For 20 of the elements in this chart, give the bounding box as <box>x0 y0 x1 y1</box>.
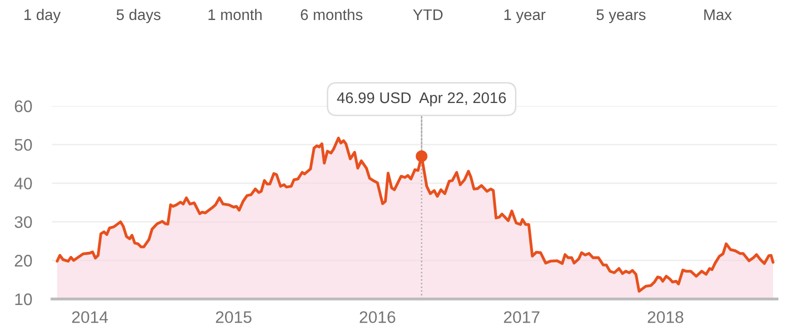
text: 6 months <box>300 8 362 20</box>
text: YTD <box>413 9 443 20</box>
annotation: 46.99 USD Apr 22, 2016 <box>337 92 506 106</box>
y-tick-label: 60 <box>14 100 32 112</box>
y-tick-label: 30 <box>14 216 32 228</box>
text: 5 days <box>116 8 160 24</box>
y-tick-label: 10 <box>15 293 32 306</box>
x-tick-label: 2016 <box>360 311 396 324</box>
x-tick-label: 2014 <box>72 311 108 324</box>
text: Max <box>704 9 732 20</box>
text: 1 year <box>504 9 546 24</box>
text: 5 years <box>596 9 646 24</box>
x-tick-label: 2015 <box>216 311 252 324</box>
y-tick-label: 50 <box>14 139 32 151</box>
text: 1 month <box>208 8 262 20</box>
y-tick-label: 40 <box>14 178 32 190</box>
x-tick-label: 2018 <box>648 311 684 324</box>
y-tick-label: 20 <box>14 254 32 267</box>
text: 1 day <box>24 8 61 24</box>
x-tick-label: 2017 <box>504 311 540 324</box>
